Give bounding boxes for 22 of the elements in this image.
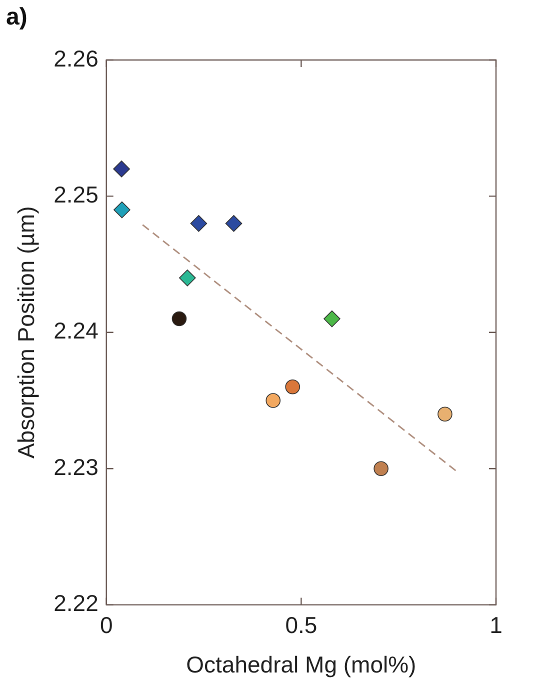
y-tick-label: 2.23	[54, 454, 98, 480]
x-tick-label: 0	[100, 612, 113, 638]
y-axis-title: Absorption Position (µm)	[13, 206, 40, 459]
x-axis-title: Octahedral Mg (mol%)	[186, 652, 416, 678]
point	[285, 379, 300, 394]
point	[438, 406, 452, 422]
y-tick-label: 2.24	[54, 318, 99, 344]
x-tick-label: 1	[490, 612, 502, 638]
point	[266, 393, 281, 408]
y-tick-label: 2.22	[54, 590, 98, 616]
point	[374, 461, 388, 476]
point	[172, 311, 187, 326]
y-tick-label: 2.25	[54, 182, 98, 208]
point	[324, 310, 340, 328]
point	[190, 215, 208, 232]
x-tick-label: 0.5	[285, 612, 318, 638]
point	[179, 270, 196, 286]
point	[225, 215, 242, 232]
y-tick-label: 2.26	[54, 45, 98, 72]
point	[114, 201, 130, 218]
point	[113, 160, 130, 178]
text: a)	[6, 4, 28, 31]
